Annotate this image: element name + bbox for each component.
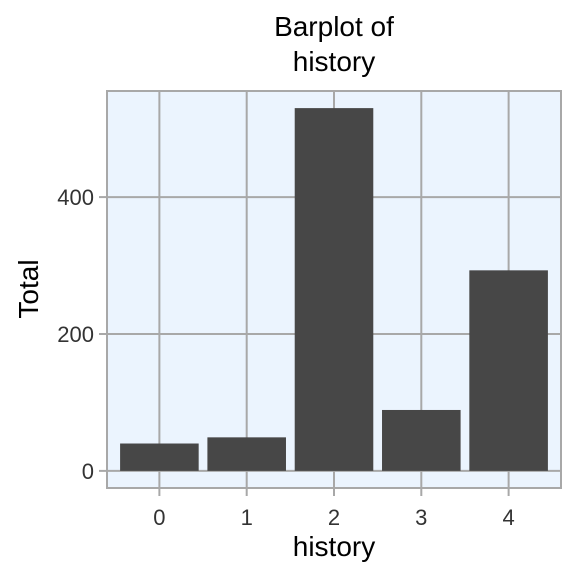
y-tick-label: 0 bbox=[82, 459, 94, 484]
bar-history-1 bbox=[207, 437, 286, 471]
y-tick-label: 200 bbox=[57, 322, 94, 347]
chart-title-line-1: Barplot of bbox=[274, 11, 394, 42]
bar-history-4 bbox=[469, 270, 548, 471]
bar-history-0 bbox=[120, 443, 199, 471]
x-tick-label: 4 bbox=[502, 505, 514, 530]
bar-history-2 bbox=[294, 108, 374, 471]
x-tick-label: 1 bbox=[241, 505, 253, 530]
chart-title-line-2: history bbox=[293, 46, 375, 77]
y-axis-label: Total bbox=[13, 259, 44, 318]
x-tick-label: 0 bbox=[153, 505, 165, 530]
x-axis-label: history bbox=[293, 531, 375, 562]
bars bbox=[120, 108, 548, 471]
x-axis-ticks: 0 1 2 3 4 bbox=[153, 488, 515, 530]
y-axis-ticks: 0 200 400 bbox=[57, 185, 107, 484]
y-tick-label: 400 bbox=[57, 185, 94, 210]
x-tick-label: 2 bbox=[328, 505, 340, 530]
x-tick-label: 3 bbox=[415, 505, 427, 530]
bar-history-3 bbox=[382, 409, 461, 471]
